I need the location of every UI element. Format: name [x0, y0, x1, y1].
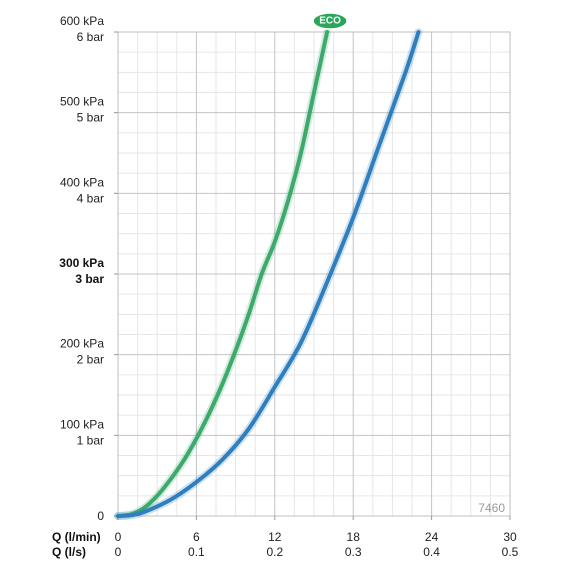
x-tick-label-lmin: 6	[193, 530, 200, 544]
x-tick-label-ls: 0.2	[266, 545, 283, 559]
x-tick-label-ls: 0.1	[188, 545, 205, 559]
y-tick-label-bar: 5 bar	[77, 111, 104, 125]
y-tick-label-kpa: 500 kPa	[60, 95, 104, 109]
eco-badge-background	[312, 12, 348, 30]
x-axis-ticks: 00 60.1 120.2 180.3 240.4 300.5	[115, 516, 519, 559]
y-tick-label-bar: 1 bar	[77, 433, 104, 447]
x-axis-title-ls: Q (l/s)	[52, 545, 86, 559]
series-layer	[114, 28, 423, 520]
series-line-eco	[116, 30, 330, 518]
eco-badge: ECO	[312, 12, 348, 30]
x-tick-label-lmin: 30	[503, 530, 517, 544]
y-tick-label-bar: 4 bar	[77, 191, 104, 205]
y-tick-label-bar: 3 bar	[75, 272, 104, 286]
y-tick-label-kpa: 0	[97, 509, 104, 523]
eco-badge-label: ECO	[319, 16, 341, 27]
series-line-standard	[116, 30, 421, 518]
x-tick-label-lmin: 0	[115, 530, 122, 544]
y-tick-label-kpa: 100 kPa	[60, 417, 104, 431]
x-tick-label-ls: 0.4	[423, 545, 440, 559]
y-tick-label-kpa: 200 kPa	[60, 337, 104, 351]
x-tick-label-lmin: 12	[268, 530, 282, 544]
chart-code: 7460	[478, 501, 505, 515]
y-axis-ticks: 0 100 kPa 1 bar 200 kPa 2 bar 300 kPa 3 bar 400…	[59, 14, 118, 523]
y-tick-label-kpa: 400 kPa	[60, 175, 104, 189]
x-tick-label-ls: 0	[115, 545, 122, 559]
x-tick-label-ls: 0.3	[345, 545, 362, 559]
y-tick-label-kpa: 300 kPa	[59, 256, 104, 270]
x-axis-title-lmin: Q (l/min)	[52, 530, 101, 544]
x-tick-label-lmin: 18	[347, 530, 361, 544]
y-tick-label-bar: 6 bar	[77, 30, 104, 44]
y-tick-label-bar: 2 bar	[77, 353, 104, 367]
major-grid	[118, 32, 510, 516]
x-tick-label-lmin: 24	[425, 530, 439, 544]
y-tick-label-kpa: 600 kPa	[60, 14, 104, 28]
x-tick-label-ls: 0.5	[502, 545, 519, 559]
